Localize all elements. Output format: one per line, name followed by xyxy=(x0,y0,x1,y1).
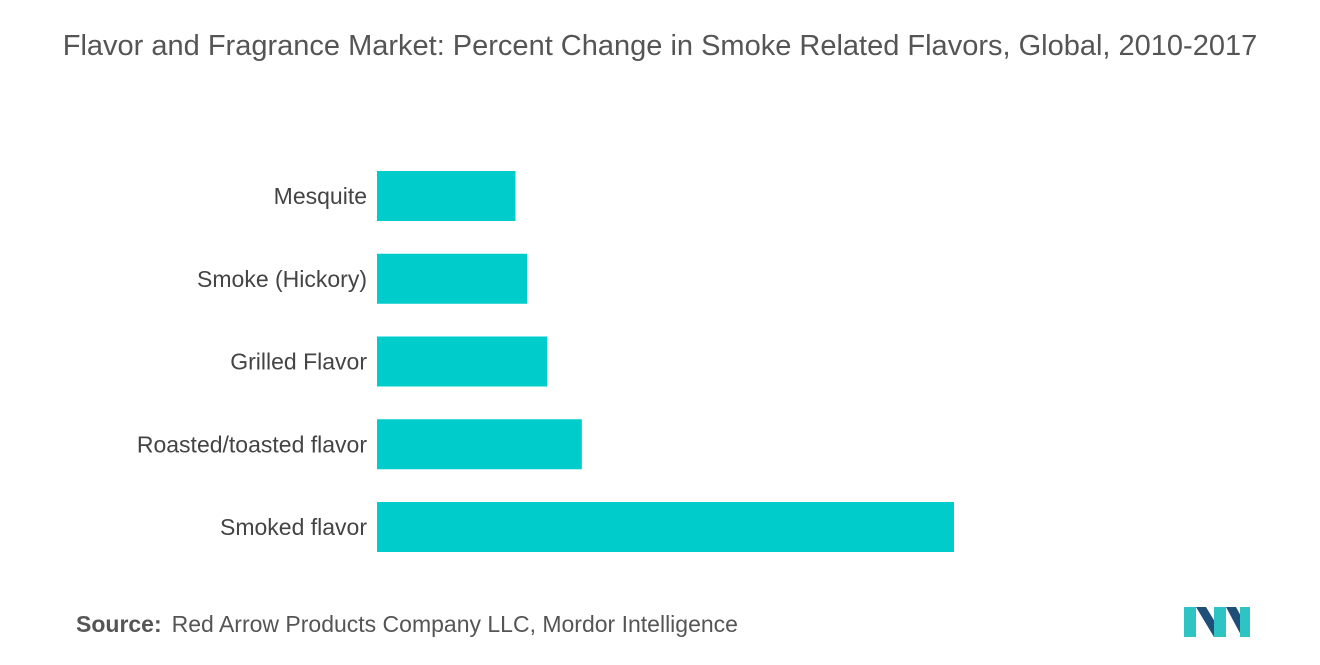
chart-title: Flavor and Fragrance Market: Percent Cha… xyxy=(62,30,1258,62)
source-label: Source: xyxy=(76,611,162,637)
category-label: Smoked flavor xyxy=(220,514,367,540)
category-label: Roasted/toasted flavor xyxy=(137,431,367,457)
bar-mesquite xyxy=(377,171,516,221)
category-label: Mesquite xyxy=(274,183,367,209)
bar-smoke-hickory xyxy=(377,253,528,304)
bar-roasted-toasted-flavor xyxy=(377,419,582,470)
logo-right-bar xyxy=(1240,607,1250,637)
bar-grilled-flavor xyxy=(377,336,548,387)
bars-layer xyxy=(377,171,954,552)
bar-chart: Mesquite Smoke (Hickory) Grilled Flavor Roa… xyxy=(137,171,954,552)
source-note: Source: Red Arrow Products Company LLC, M… xyxy=(76,611,738,638)
bar-smoked-flavor xyxy=(377,502,954,552)
category-label: Grilled Flavor xyxy=(230,349,367,375)
category-labels-layer: Mesquite Smoke (Hickory) Grilled Flavor Roa… xyxy=(137,183,367,540)
mordor-intelligence-logo-icon xyxy=(1184,607,1250,637)
logo-left-bar xyxy=(1184,607,1196,637)
logo-middle-bar xyxy=(1214,607,1226,637)
source-text: Red Arrow Products Company LLC, Mordor I… xyxy=(171,611,738,637)
category-label: Smoke (Hickory) xyxy=(197,266,367,292)
